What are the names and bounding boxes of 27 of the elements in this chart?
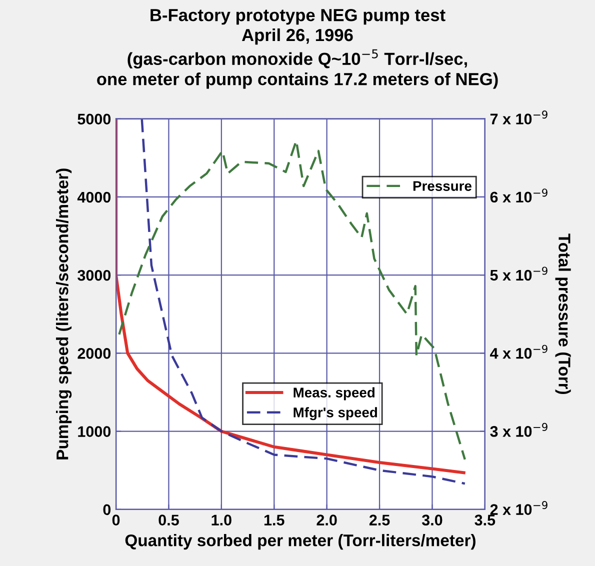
legend-label: Pressure	[413, 181, 472, 191]
chart-title: B-Factory prototype NEG pump test April 26, 1996 (gas-carbon monoxide Q~10$^{−5}$ Torr-l/sec, one meter of pump contains 17.2 meters of NEG)	[97, 8, 498, 89]
x-tick-label: 1.0	[212, 514, 232, 526]
legend-label: Meas. speed	[294, 387, 374, 400]
x-tick-label: 0	[112, 514, 120, 526]
legend-label: Mfgr's speed	[294, 407, 377, 420]
y-tick-label: 4000	[77, 192, 111, 203]
y2-tick-label: 7 x 10$^{−9}$	[490, 110, 548, 124]
y2-axis-title: Total pressure (Torr)	[555, 234, 571, 394]
y2-tick-label: 5 x 10$^{−9}$	[490, 266, 548, 281]
x-tick-label: 3.0	[422, 514, 442, 526]
y-tick-label: 1000	[78, 426, 111, 437]
y2-tick-label: 3 x 10$^{−9}$	[490, 422, 548, 437]
x-tick-label: 0.5	[158, 514, 179, 526]
y-tick-label: 0	[103, 504, 111, 516]
y-tick-label: 2000	[78, 348, 111, 359]
x-axis-title: Quantity sorbed per meter (Torr-liters/meter)	[125, 534, 476, 550]
y2-tick-label: 2 x 10$^{−9}$	[490, 501, 548, 515]
x-tick-label: 2.0	[316, 514, 337, 526]
y2-tick-label: 6 x 10$^{−9}$	[490, 188, 548, 203]
y-axis-title: Pumping speed (liters/second/meter)	[56, 168, 72, 460]
y2-tick-label: 4 x 10$^{−9}$	[490, 344, 548, 359]
x-tick-label: 2.5	[369, 514, 390, 526]
y-tick-label: 5000	[78, 114, 111, 125]
x-tick-label: 1.5	[264, 514, 284, 526]
y-tick-label: 3000	[78, 270, 111, 281]
x-tick-label: 3.5	[474, 514, 496, 526]
